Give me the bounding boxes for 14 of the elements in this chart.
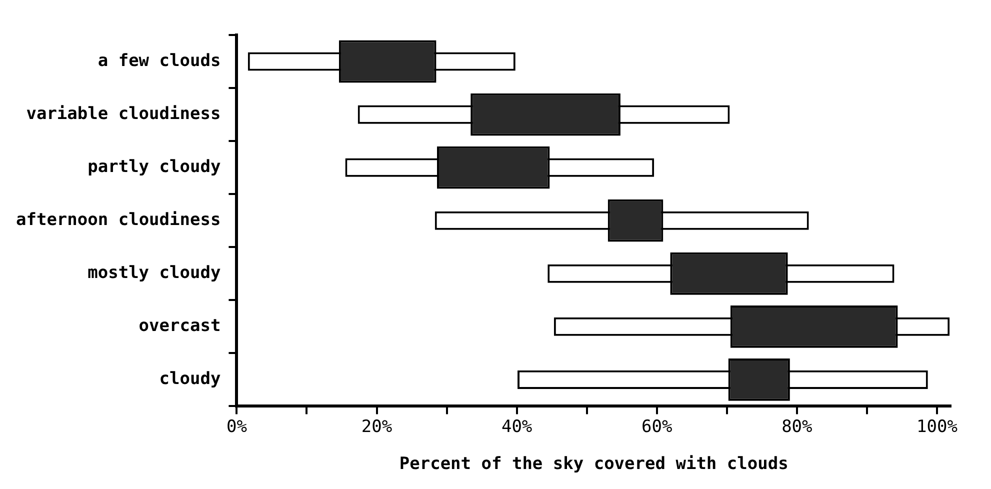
y-tick-label: mostly cloudy	[88, 263, 221, 284]
x-tick-label: 100%	[916, 416, 958, 437]
x-tick-label: 20%	[361, 416, 392, 437]
y-tick-label: a few clouds	[98, 50, 221, 71]
y-tick-label: partly cloudy	[88, 156, 221, 177]
y-tick-label: variable cloudiness	[26, 104, 221, 124]
x-tick-label: 60%	[642, 416, 672, 437]
x-axis-title: Percent of the sky covered with clouds	[399, 454, 788, 474]
y-tick-label: cloudy	[159, 369, 221, 390]
x-tick-label: 0%	[226, 416, 247, 437]
y-tick-label: afternoon cloudiness	[16, 210, 221, 230]
y-tick-label: overcast	[138, 316, 221, 336]
x-tick-label: 80%	[782, 416, 812, 437]
x-tick-label: 40%	[501, 416, 532, 437]
